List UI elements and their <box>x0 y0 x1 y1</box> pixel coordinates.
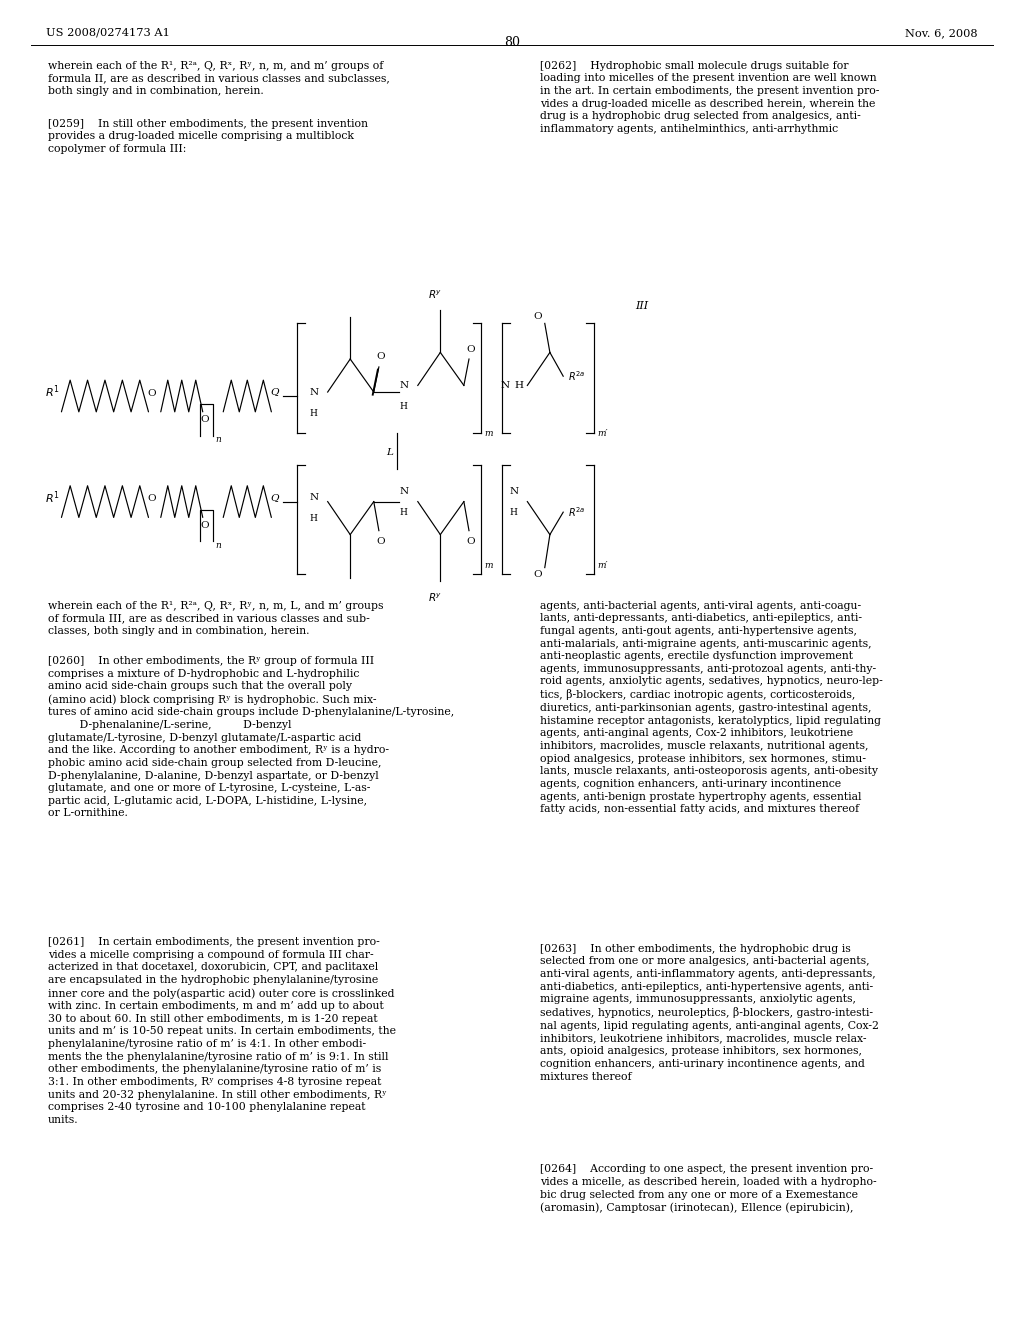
Text: O: O <box>377 352 385 360</box>
Text: N: N <box>501 381 510 389</box>
Text: wherein each of the R¹, R²ᵃ, Q, Rˣ, Rʸ, n, m, L, and m’ groups
of formula III, a: wherein each of the R¹, R²ᵃ, Q, Rˣ, Rʸ, … <box>48 601 384 636</box>
Text: [0259]    In still other embodiments, the present invention
provides a drug-load: [0259] In still other embodiments, the p… <box>48 119 369 154</box>
Text: H: H <box>309 409 317 417</box>
Text: Q: Q <box>270 494 279 502</box>
Text: [0261]    In certain embodiments, the present invention pro-
vides a micelle com: [0261] In certain embodiments, the prese… <box>48 937 396 1125</box>
Text: H: H <box>399 508 408 516</box>
Text: O: O <box>467 346 475 354</box>
Text: $R^{2a}$: $R^{2a}$ <box>568 506 586 519</box>
Text: O: O <box>467 537 475 545</box>
Text: O: O <box>147 389 156 397</box>
Text: N: N <box>399 487 409 495</box>
Text: [0260]    In other embodiments, the Rʸ group of formula III
comprises a mixture : [0260] In other embodiments, the Rʸ grou… <box>48 656 455 818</box>
Text: O: O <box>201 416 209 424</box>
Text: [0263]    In other embodiments, the hydrophobic drug is
selected from one or mor: [0263] In other embodiments, the hydroph… <box>540 944 879 1081</box>
Text: H: H <box>309 515 317 523</box>
Text: H: H <box>399 403 408 411</box>
Text: O: O <box>534 313 542 321</box>
Text: N: N <box>399 381 409 389</box>
Text: [0262]    Hydrophobic small molecule drugs suitable for
loading into micelles of: [0262] Hydrophobic small molecule drugs … <box>540 61 879 133</box>
Text: $R^y$: $R^y$ <box>428 591 442 603</box>
Text: $R^y$: $R^y$ <box>428 289 442 301</box>
Text: O: O <box>377 537 385 545</box>
Text: O: O <box>147 495 156 503</box>
Text: [0264]    According to one aspect, the present invention pro-
vides a micelle, a: [0264] According to one aspect, the pres… <box>540 1164 877 1213</box>
Text: N: N <box>309 494 318 502</box>
Text: m: m <box>484 429 493 438</box>
Text: n: n <box>215 541 221 549</box>
Text: Q: Q <box>270 388 279 396</box>
Text: N: N <box>510 487 519 495</box>
Text: $R^1$: $R^1$ <box>45 384 59 400</box>
Text: 80: 80 <box>504 36 520 49</box>
Text: m: m <box>484 561 493 570</box>
Text: L: L <box>386 449 392 457</box>
Text: wherein each of the R¹, R²ᵃ, Q, Rˣ, Rʸ, n, m, and m’ groups of
formula II, are a: wherein each of the R¹, R²ᵃ, Q, Rˣ, Rʸ, … <box>48 61 390 96</box>
Text: m′: m′ <box>597 429 607 438</box>
Text: US 2008/0274173 A1: US 2008/0274173 A1 <box>46 28 170 38</box>
Text: n: n <box>215 436 221 444</box>
Text: N: N <box>309 388 318 396</box>
Text: $R^{2a}$: $R^{2a}$ <box>568 370 586 383</box>
Text: O: O <box>534 570 542 578</box>
Text: $R^1$: $R^1$ <box>45 490 59 506</box>
Text: H: H <box>514 381 523 389</box>
Text: m′: m′ <box>597 561 607 570</box>
Text: H: H <box>510 508 518 516</box>
Text: O: O <box>201 521 209 529</box>
Text: agents, anti-bacterial agents, anti-viral agents, anti-coagu-
lants, anti-depres: agents, anti-bacterial agents, anti-vira… <box>540 601 883 814</box>
Text: Nov. 6, 2008: Nov. 6, 2008 <box>905 28 978 38</box>
Text: III: III <box>635 301 648 312</box>
